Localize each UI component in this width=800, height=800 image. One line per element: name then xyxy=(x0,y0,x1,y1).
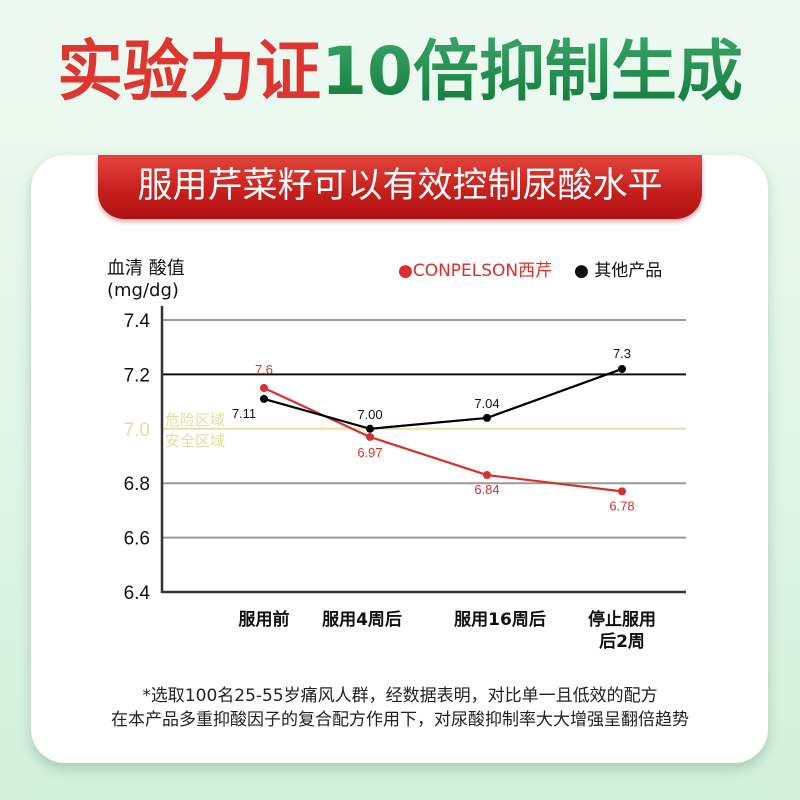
data-label: 6.97 xyxy=(357,445,382,460)
x-label-2: 服用16周后 xyxy=(454,610,546,630)
y-tick-label: 7.4 xyxy=(124,311,151,332)
safe-zone-label: 安全区域 xyxy=(165,432,225,450)
x-label-0: 服用前 xyxy=(238,610,290,630)
data-point xyxy=(260,394,268,403)
y-tick-label: 6.4 xyxy=(124,583,151,604)
chart-card xyxy=(31,155,768,763)
axes xyxy=(160,306,686,594)
x-label-1: 服用4周后 xyxy=(322,610,402,630)
data-label: 7.00 xyxy=(357,407,382,422)
data-point xyxy=(618,364,626,373)
footnote-line2: 在本产品多重抑酸因子的复合配方作用下，对尿酸抑制率大大增强呈翻倍趋势 xyxy=(111,710,689,730)
subtitle-banner: 服用芹菜籽可以有效控制尿酸水平 xyxy=(98,155,702,219)
y-tick-labels: 7.4 7.2 7.0 6.8 6.6 6.4 xyxy=(124,311,151,604)
series: 7.6 6.97 6.84 6.78 7.11 7.00 7.04 7.3 xyxy=(232,346,635,513)
data-point xyxy=(618,487,626,496)
y-tick-label: 6.6 xyxy=(124,529,150,550)
grid-lines xyxy=(162,319,686,539)
data-label: 6.84 xyxy=(474,482,499,497)
data-label: 7.04 xyxy=(474,396,499,411)
y-axis-label-line2: (mg/dg) xyxy=(107,280,179,301)
legend-item-other: ● 其他产品 xyxy=(574,261,663,281)
x-label-3: 停止服用 后2周 xyxy=(588,610,656,652)
data-label: 7.11 xyxy=(232,406,256,421)
data-point xyxy=(483,471,491,480)
series-line xyxy=(263,367,623,430)
data-label: 7.6 xyxy=(255,362,273,377)
data-point xyxy=(483,413,491,422)
series-line xyxy=(263,387,623,493)
footnote-line1: *选取100名25-55岁痛风人群，经数据表明，对比单一且低效的配方 xyxy=(142,686,658,706)
data-label: 6.78 xyxy=(609,498,634,513)
y-tick-label: 6.8 xyxy=(124,474,150,495)
y-tick-label: 7.0 xyxy=(124,420,150,441)
data-point xyxy=(260,384,268,392)
legend-item-conpelson: ●CONPELSON西芹 xyxy=(398,261,553,281)
data-label: 7.3 xyxy=(613,346,631,361)
data-point xyxy=(366,424,374,433)
headline: 实验力证10倍抑制生成 xyxy=(0,32,800,112)
y-tick-label: 7.2 xyxy=(124,365,150,386)
y-axis-label: 血清 酸值 (mg/dg) xyxy=(107,258,185,302)
y-axis-label-line1: 血清 酸值 xyxy=(107,258,185,279)
data-point xyxy=(366,432,374,441)
headline-green: 10倍抑制生成 xyxy=(321,33,743,110)
danger-zone-label: 危险区域 xyxy=(165,411,225,429)
headline-red: 实验力证 xyxy=(57,33,322,110)
